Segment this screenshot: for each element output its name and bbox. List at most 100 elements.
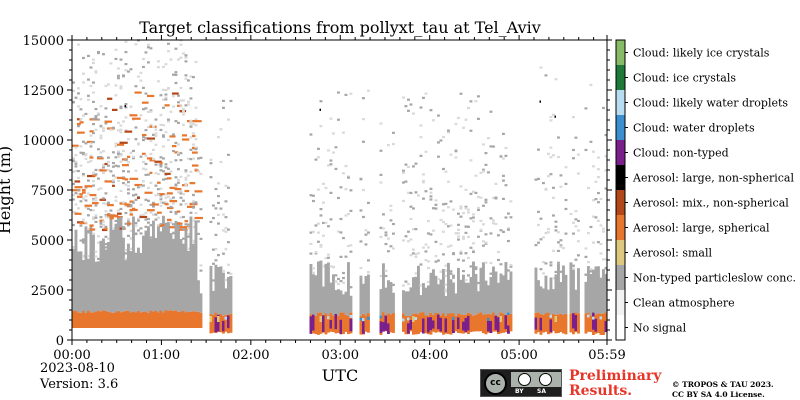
nontyped-cell <box>137 247 140 311</box>
noise-cell <box>539 217 543 220</box>
noise-cell <box>559 174 563 177</box>
noise-cell <box>102 53 105 56</box>
bl-aerosol-cell <box>392 313 395 333</box>
noise-cell <box>162 157 165 160</box>
noise-cell <box>159 156 163 159</box>
noise-cell <box>129 68 133 71</box>
bl-aerosol-cell <box>327 315 330 333</box>
bl-aerosol-cell <box>109 312 113 328</box>
noise-cell <box>192 206 195 209</box>
noise-cell <box>379 181 383 184</box>
noise-cell <box>82 240 85 243</box>
bl-aerosol-cell <box>209 314 213 334</box>
noise-cell <box>194 118 198 122</box>
noise-cell <box>194 60 198 64</box>
noise-cell <box>572 221 575 224</box>
nontyped-cell <box>309 263 313 315</box>
elevated-aerosol-cell <box>147 157 153 160</box>
noise-cell <box>439 218 443 222</box>
nontyped-cell <box>314 275 318 316</box>
nontyped-cell <box>99 240 103 312</box>
noise-cell <box>134 43 138 46</box>
elevated-aerosol-cell <box>159 161 163 165</box>
noise-cell <box>134 232 138 236</box>
noise-cell <box>214 207 218 210</box>
noise-cell <box>147 186 150 190</box>
noise-cell <box>504 154 508 157</box>
noise-cell <box>179 216 183 219</box>
noise-cell <box>84 186 88 189</box>
noise-cell <box>177 151 180 155</box>
noise-cell <box>174 212 178 215</box>
noise-cell <box>489 232 493 235</box>
noise-cell <box>167 167 170 170</box>
noise-cell <box>537 241 540 244</box>
noise-cell <box>164 98 168 101</box>
water-cloud-cell <box>587 314 590 318</box>
noise-cell <box>189 119 193 122</box>
noise-cell <box>464 225 468 228</box>
nontyped-cell <box>549 277 553 315</box>
noise-cell <box>412 252 415 255</box>
colorbar-label: Cloud: likely ice crystals <box>633 47 770 60</box>
cloud-cell <box>382 322 385 332</box>
noise-cell <box>124 257 128 261</box>
small-aerosol-cell <box>209 316 213 322</box>
noise-cell <box>497 258 500 262</box>
bl-aerosol-cell <box>332 315 335 333</box>
noise-cell <box>144 128 148 132</box>
noise-cell <box>159 113 163 117</box>
noise-cell <box>109 170 113 173</box>
elevated-aerosol-cell <box>99 219 104 222</box>
elevated-aerosol-cell <box>142 101 149 104</box>
noise-cell <box>344 214 348 217</box>
noise-cell <box>407 109 410 112</box>
noise-cell <box>82 56 85 60</box>
noise-cell <box>159 187 163 190</box>
noise-cell <box>177 143 180 146</box>
noise-cell <box>102 226 105 230</box>
noise-cell <box>127 220 130 223</box>
copyright-line1: © TROPOS & TAU 2023. <box>672 380 774 389</box>
elevated-aerosol-cell <box>129 213 134 216</box>
noise-cell <box>359 275 363 278</box>
noise-cell <box>442 135 445 139</box>
noise-cell <box>114 84 118 87</box>
noise-cell <box>217 195 220 198</box>
noise-cell <box>437 114 440 117</box>
noise-cell <box>349 286 353 289</box>
elevated-aerosol-cell <box>77 122 81 126</box>
noise-cell <box>592 241 595 244</box>
noise-cell <box>84 157 88 161</box>
nontyped-cell <box>562 265 565 316</box>
noise-cell <box>459 252 463 255</box>
elevated-aerosol-cell <box>109 217 114 220</box>
noise-cell <box>144 168 148 171</box>
noise-cell <box>499 155 503 158</box>
noise-cell <box>402 239 405 242</box>
nontyped-cell <box>574 289 578 313</box>
elevated-aerosol-cell <box>164 203 169 206</box>
noise-cell <box>327 164 330 167</box>
bl-aerosol-cell <box>104 310 108 328</box>
nontyped-cell <box>604 273 608 313</box>
noise-cell <box>489 217 493 220</box>
noise-cell <box>119 160 123 163</box>
noise-cell <box>189 87 193 90</box>
noise-cell <box>122 181 125 185</box>
noise-cell <box>74 169 78 173</box>
noise-cell <box>154 132 158 135</box>
noise-cell <box>87 94 90 97</box>
noise-cell <box>339 231 343 234</box>
noise-cell <box>504 184 508 187</box>
noise-cell <box>557 249 560 253</box>
noise-cell <box>222 106 225 109</box>
noise-cell <box>327 253 330 256</box>
noise-cell <box>122 176 125 179</box>
noise-cell <box>92 197 95 201</box>
noise-cell <box>564 232 568 235</box>
cloud-cell <box>604 320 608 333</box>
noise-cell <box>102 127 105 130</box>
elevated-aerosol-cell <box>194 169 199 172</box>
colorbar-segment <box>616 115 625 140</box>
